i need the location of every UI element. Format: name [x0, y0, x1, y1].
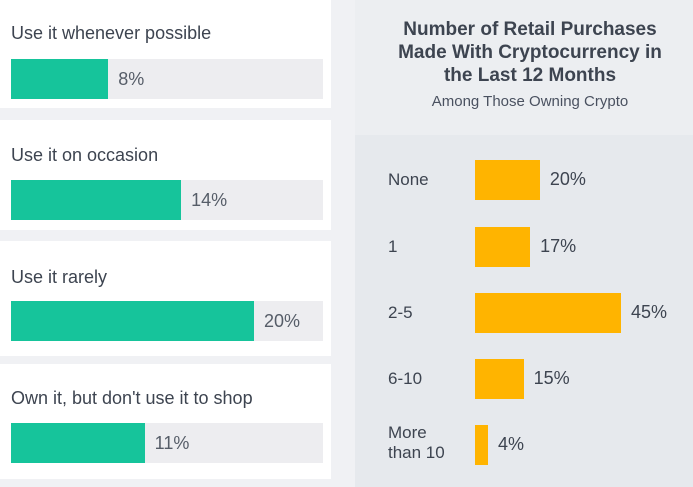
category-label-line: than 10 [388, 443, 445, 462]
usage-card-on-occasion: Use it on occasion 14% [0, 120, 331, 230]
bar-value-label: 15% [533, 368, 570, 388]
purchase-bar [475, 160, 540, 200]
usage-card-rarely: Use it rarely 20% [0, 241, 331, 356]
usage-value-label: 20% [264, 311, 301, 331]
purchases-chart-panel: Number of Retail Purchases Made With Cry… [355, 0, 693, 487]
category-label-line: 6-10 [388, 369, 423, 388]
usage-label: Use it whenever possible [11, 23, 212, 43]
usage-bar-fill [11, 180, 182, 220]
purchase-bar [475, 227, 531, 267]
usage-bar-track: 20% [11, 301, 323, 341]
usage-label: Own it, but don't use it to shop [11, 388, 253, 408]
bar-value-label: 4% [497, 434, 524, 454]
category-label: 1 [388, 237, 397, 257]
category-label: None [388, 170, 429, 190]
chart-title-line: Number of Retail Purchases [403, 19, 657, 40]
usage-bar-fill [11, 59, 109, 99]
usage-value-label: 14% [191, 190, 228, 210]
usage-label: Use it rarely [11, 267, 108, 287]
usage-bar-track: 14% [11, 180, 323, 220]
usage-bar-fill [11, 301, 254, 341]
usage-bar-fill [11, 423, 145, 463]
chart-title-line: the Last 12 Months [443, 65, 617, 86]
panel-divider [331, 0, 355, 487]
usage-value-label: 8% [118, 69, 145, 89]
category-label: More than 10 [388, 423, 445, 463]
chart-plot-area: None 20% 1 17% 2-5 45% 6-10 15% More than 10 4% [355, 135, 693, 487]
usage-value-label: 11% [154, 433, 190, 453]
usage-card-whenever-possible: Use it whenever possible 8% [0, 0, 331, 108]
usage-bar-track: 11% [11, 423, 323, 463]
category-label-line: More [388, 423, 427, 442]
bar-value-label: 17% [540, 236, 577, 256]
category-label-line: 2-5 [388, 303, 413, 322]
chart-title: Number of Retail Purchases Made With Cry… [375, 18, 685, 87]
purchase-bar [475, 293, 621, 333]
category-label: 2-5 [388, 303, 413, 323]
chart-title-line: Made With Cryptocurrency in [398, 42, 662, 63]
usage-bar-track: 8% [11, 59, 323, 99]
bar-value-label: 45% [631, 302, 668, 322]
category-label-line: None [388, 170, 429, 189]
usage-card-own-not-shop: Own it, but don't use it to shop 11% [0, 364, 331, 479]
left-panel: Use it whenever possible 8% Use it on oc… [0, 0, 331, 487]
usage-label: Use it on occasion [11, 145, 159, 165]
category-label: 6-10 [388, 369, 422, 389]
purchase-bar [475, 425, 488, 465]
bar-value-label: 20% [549, 169, 586, 189]
purchase-bar [475, 359, 524, 399]
chart-subtitle: Among Those Owning Crypto [431, 93, 629, 110]
category-label-line: 1 [388, 237, 398, 256]
